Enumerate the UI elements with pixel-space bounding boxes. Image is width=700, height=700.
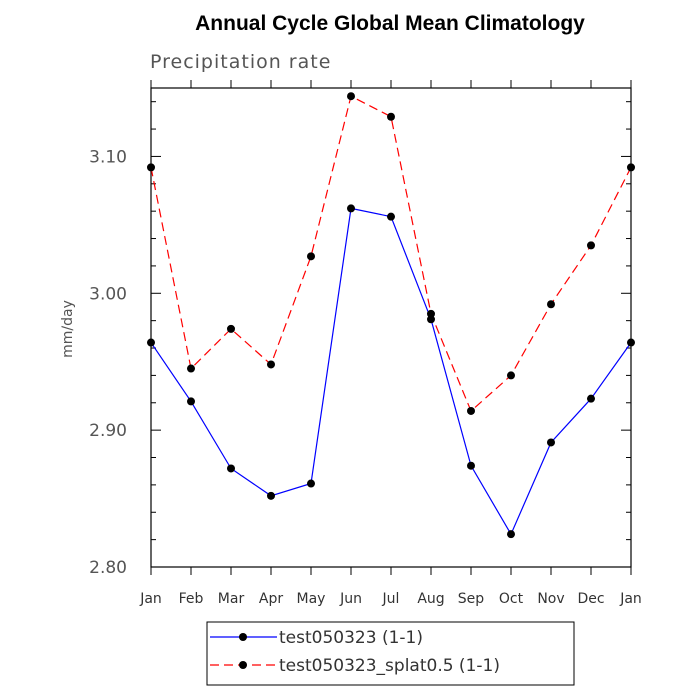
series-2-point [547,300,555,309]
x-tick-label: Apr [259,591,283,607]
series-layer [147,92,635,539]
x-tick-label: Feb [179,591,204,607]
x-tick-label: Nov [537,591,564,607]
series-1-point [467,461,475,470]
legend-label-series-2: test050323_splat0.5 (1-1) [279,656,500,676]
x-tick-label: Aug [417,591,444,607]
series-1-point [147,338,155,347]
x-tick-label: Sep [458,591,485,607]
series-2-line [150,95,632,413]
chart-title: Annual Cycle Global Mean Climatology [195,12,585,35]
y-tick-label: 2.80 [89,558,127,578]
x-tick-label: Jan [619,591,642,607]
x-tick-label: Mar [218,591,245,607]
x-tick-label: Jan [139,591,162,607]
series-2-point [467,406,475,415]
axis-ticks [150,80,632,575]
series-1-point [307,479,315,488]
series-2-point [627,163,635,172]
series-1-point [427,315,435,324]
y-tick-label: 2.90 [89,421,127,441]
chart-subtitle: Precipitation rate [150,51,331,73]
series-2-point [147,163,155,172]
legend-box [206,621,575,686]
x-tick-label: Oct [499,591,524,607]
legend-label-series-1: test050323 (1-1) [279,628,423,648]
legend: test050323 (1-1) test050323_splat0.5 (1-… [206,621,575,686]
series-2-point [427,309,435,318]
series-2-point [507,371,515,380]
series-1-point [627,338,635,347]
series-2-point [387,112,395,121]
y-tick-label: 3.10 [89,147,127,167]
x-tick-label: Dec [577,591,604,607]
series-2-point [307,252,315,261]
series-2-point [347,92,355,101]
x-tick-label: May [297,591,326,607]
series-1-point [507,530,515,539]
series-1-point [347,204,355,213]
legend-swatch-series-2-marker [239,661,247,669]
series-1-point [267,491,275,500]
series-1-point [187,397,195,406]
series-1-point [587,394,595,403]
series-2-point [267,360,275,369]
y-tick-label: 3.00 [89,284,127,304]
series-1-line [150,207,632,536]
series-1-point [547,438,555,447]
legend-swatch-series-1-marker [239,633,247,641]
series-2-point [227,324,235,333]
x-tick-label: Jun [339,591,362,607]
y-axis-label: mm/day [60,300,76,358]
x-tick-labels: Jan Feb Mar Apr May Jun Jul Aug Sep Oct Nov Dec Jan [139,591,642,607]
series-2-point [587,241,595,250]
plot-frame [150,87,632,568]
series-2-point [187,364,195,373]
series-1-point [387,212,395,221]
y-tick-labels: 2.80 2.90 3.00 3.10 [89,147,127,578]
series-1-point [227,464,235,473]
x-tick-label: Jul [382,591,400,607]
